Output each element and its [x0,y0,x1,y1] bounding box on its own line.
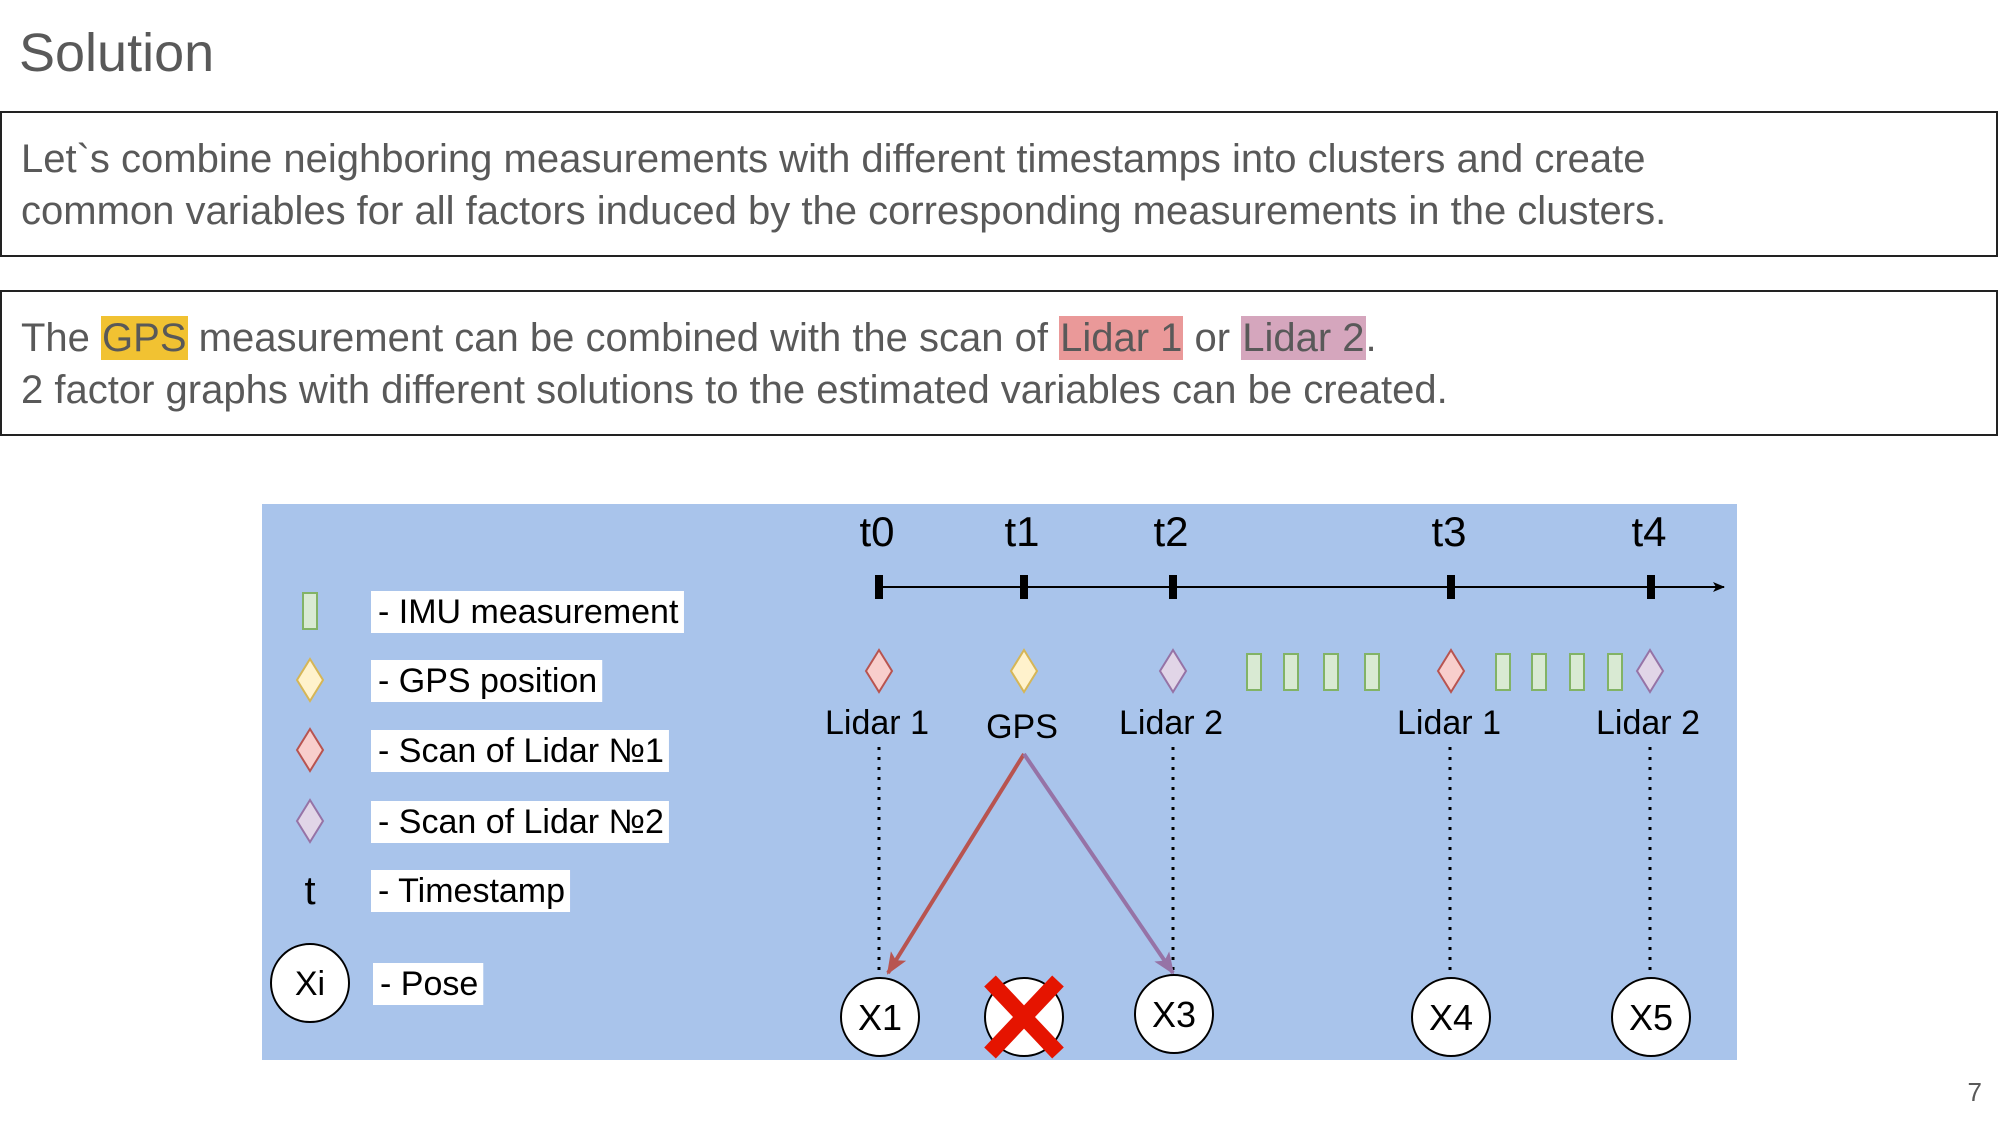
pose-symbol-icon [270,943,350,1023]
legend-label: - GPS position [378,662,597,700]
lidar1-highlight: Lidar 1 [1059,316,1184,360]
pose-node [840,977,920,1057]
imu-measurements [1246,653,1623,691]
timestamp-label: t2 [1153,508,1188,555]
pose-label: X1 [858,997,902,1038]
pose-node [1134,974,1214,1054]
timestamp-tick [1169,575,1177,599]
pose-node [1411,977,1491,1057]
pose-nodes: X1 X3 X4 X5 [840,974,1691,1059]
sensor-label: Lidar 1 [825,704,929,742]
example-text-part: or [1183,316,1242,360]
lidar1-diamond-icon [1436,648,1466,694]
page-number: 7 [1967,1077,1982,1107]
imu-measurement-icon [1569,653,1585,691]
gps-highlight: GPS [101,316,188,360]
sensor-label: Lidar 2 [1119,704,1223,742]
gps-to-x3-arrow [1022,752,1175,975]
timestamp-tick [875,575,883,599]
example-text-part: measurement can be combined with the sca… [187,316,1060,360]
legend-label-bg [371,801,669,843]
timestamp-label: t0 [859,508,894,555]
timestamp-tick [1647,575,1655,599]
legend-label: - Scan of Lidar №1 [378,732,664,770]
pose-label: X5 [1629,997,1673,1038]
imu-measurement-icon [1283,653,1299,691]
gps-diamond-icon [295,657,325,703]
imu-measurement-icon [1364,653,1380,691]
legend-label: - IMU measurement [378,593,679,631]
pose-node [1611,977,1691,1057]
removed-pose-cross-icon [984,975,1064,1059]
sensor-label: GPS [986,708,1058,746]
statement-box: Let`s combine neighboring measurements w… [0,111,1998,257]
imu-measurement-icon [1323,653,1339,691]
timestamp-label: t4 [1631,508,1666,555]
timestamp-tick [1447,575,1455,599]
legend-label-bg [371,591,684,633]
sensor-measurements: Lidar 1 GPS Lidar 2 Lidar 1 Lidar 2 [825,648,1700,746]
timestamp-label: t1 [1004,508,1039,555]
example-box: The GPS measurement can be combined with… [0,290,1998,436]
pose-label: X4 [1429,997,1473,1038]
lidar2-highlight: Lidar 2 [1241,316,1366,360]
timestamp-label: t3 [1431,508,1466,555]
sensor-label: Lidar 2 [1596,704,1700,742]
imu-measurement-icon [1531,653,1547,691]
timeline: t0 t1 t2 t3 t4 [859,508,1725,599]
legend-label-bg [371,870,571,912]
legend-label: - Scan of Lidar №2 [378,803,664,841]
legend-label-bg [371,730,669,772]
lidar2-diamond-icon [1158,648,1188,694]
pose-symbol-label: Xi [295,965,325,1003]
example-line-2: 2 factor graphs with different solutions… [21,368,1448,412]
statement-line-1: Let`s combine neighboring measurements w… [21,137,1646,181]
gps-diamond-icon [1009,648,1039,694]
pose-label: X3 [1152,994,1196,1035]
example-text-part: . [1365,316,1377,360]
factor-graph-diagram: - IMU measurement - GPS position - Scan of… [262,504,1737,1060]
legend-label-bg [371,660,603,702]
lidar2-diamond-icon [1635,648,1665,694]
example-line-1: The GPS measurement can be combined with… [21,312,1996,364]
imu-measurement-icon [1495,653,1511,691]
statement-line-2: common variables for all factors induced… [21,189,1667,233]
timestamp-tick [1020,575,1028,599]
legend: - IMU measurement - GPS position - Scan of… [270,591,684,1023]
factor-graph-svg: - IMU measurement - GPS position - Scan of… [262,504,1737,1060]
sensor-label: Lidar 1 [1397,704,1501,742]
example-text-part: The [21,316,102,360]
lidar2-diamond-icon [295,798,325,844]
legend-label: - Timestamp [378,872,565,910]
slide-title: Solution [19,23,215,83]
gps-to-x1-arrow [886,752,1026,975]
legend-label-bg [373,963,484,1005]
imu-measurement-icon [1607,653,1623,691]
factor-links [877,747,1652,975]
timestamp-symbol: t [304,869,315,913]
lidar1-diamond-icon [864,648,894,694]
imu-measurement-icon [1246,653,1262,691]
lidar1-diamond-icon [295,727,325,773]
imu-symbol-icon [302,592,318,630]
legend-label: - Pose [380,965,478,1003]
